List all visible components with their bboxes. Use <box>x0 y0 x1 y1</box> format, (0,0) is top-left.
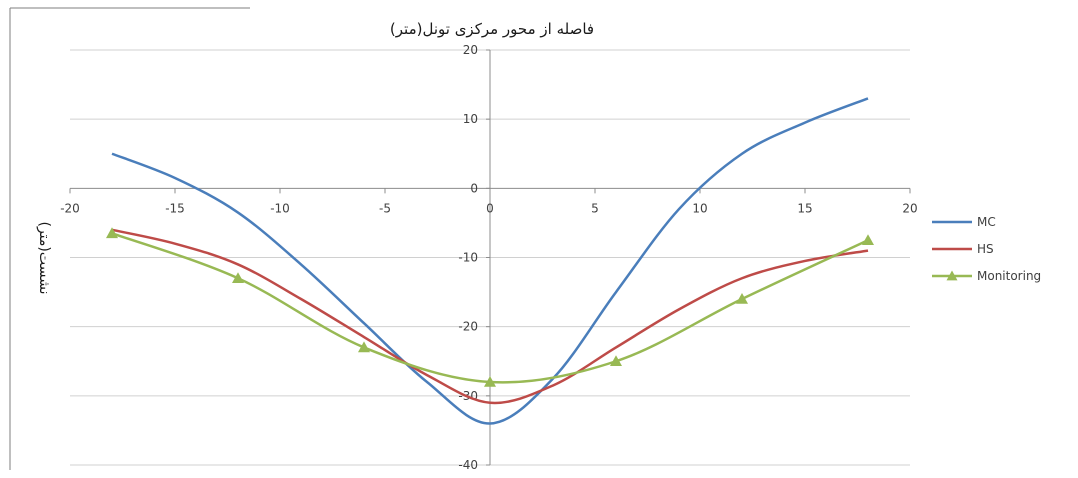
data-point-monitoring <box>862 234 874 246</box>
legend: MC HS Monitoring <box>932 215 1041 283</box>
x-tick-label: -15 <box>165 201 185 215</box>
y-tick-label: -20 <box>458 320 478 334</box>
series-markers <box>106 227 874 387</box>
data-point-monitoring <box>358 341 370 353</box>
y-tick-label: -10 <box>458 251 478 265</box>
y-axis-label: نشست(متر) <box>36 222 52 295</box>
series-line-hs <box>111 228 869 405</box>
chart-title: فاصله از محور مرکزی تونل(متر) <box>390 20 594 38</box>
x-tick-label: 5 <box>591 201 599 215</box>
data-point-monitoring <box>106 227 118 239</box>
x-tick-label: 20 <box>902 201 917 215</box>
data-point-monitoring <box>484 376 496 387</box>
x-tick-label: -20 <box>60 201 80 215</box>
x-tick-label: -5 <box>379 201 391 215</box>
x-tick-label: 10 <box>692 201 707 215</box>
y-tick-label: -40 <box>458 458 478 472</box>
y-tick-label: 20 <box>463 43 478 57</box>
data-point-monitoring <box>610 355 622 367</box>
legend-label-hs: HS <box>977 242 994 256</box>
legend-label-monitoring: Monitoring <box>977 269 1041 283</box>
x-tick-label: 15 <box>797 201 812 215</box>
axes <box>69 49 911 466</box>
x-tick-label: -10 <box>270 201 290 215</box>
legend-label-mc: MC <box>977 215 996 229</box>
x-tick-label: 0 <box>486 201 494 215</box>
data-point-monitoring <box>736 293 748 304</box>
legend-marker-monitoring <box>946 270 958 281</box>
data-point-monitoring <box>232 272 244 284</box>
y-tick-label: 0 <box>470 181 478 195</box>
series-line-mc <box>111 97 869 425</box>
y-tick-label: 10 <box>463 112 478 126</box>
